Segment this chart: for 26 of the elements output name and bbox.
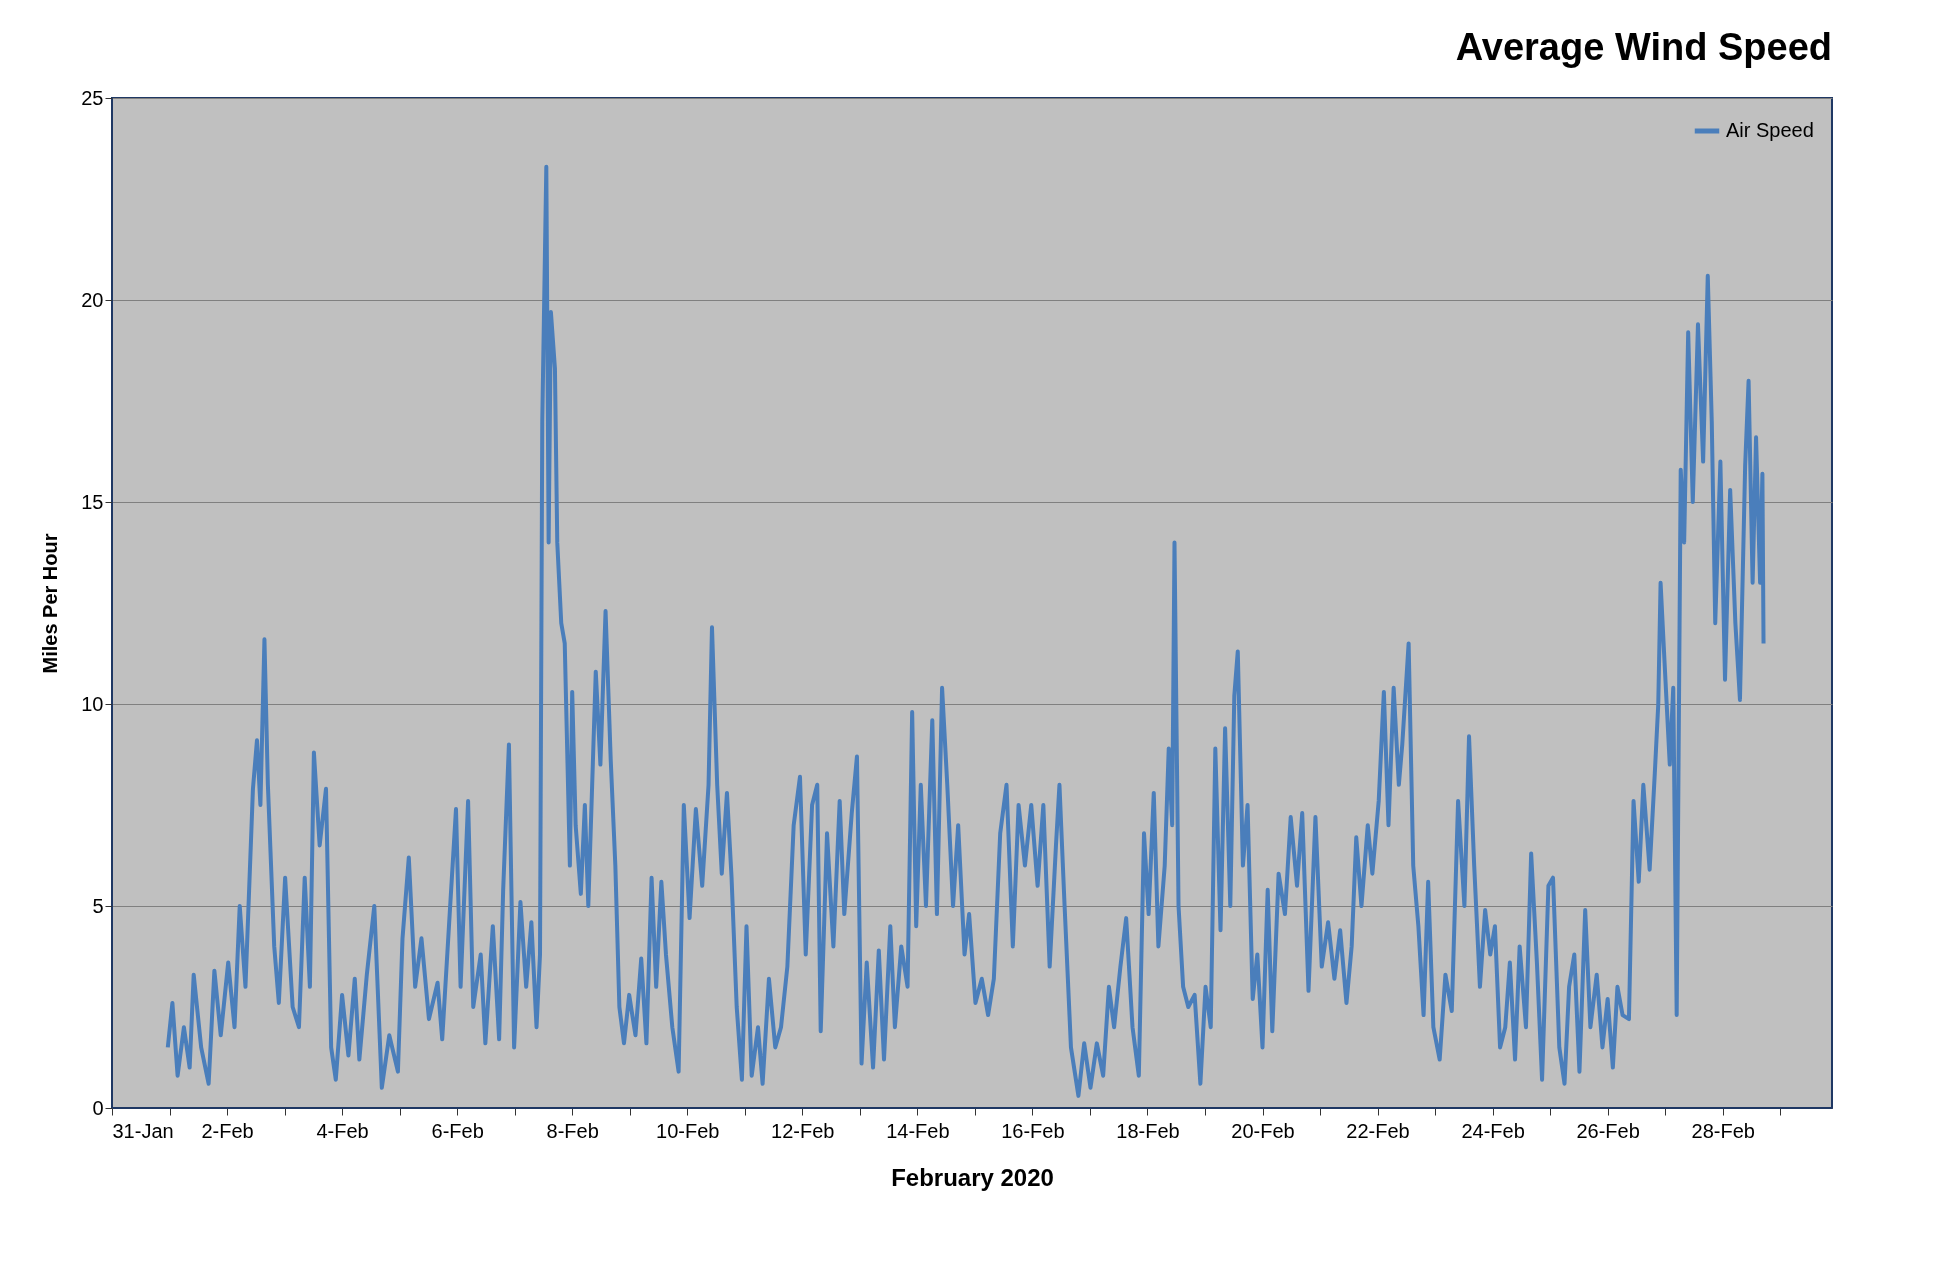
x-tick-label: 6-Feb: [431, 1119, 484, 1142]
x-tick-label: 24-Feb: [1461, 1119, 1525, 1142]
legend-label: Air Speed: [1726, 119, 1814, 141]
x-tick-label: 16-Feb: [1001, 1119, 1065, 1142]
y-tick-label: 10: [81, 692, 104, 715]
x-tick-label: 14-Feb: [886, 1119, 950, 1142]
x-axis-title: February 2020: [891, 1163, 1054, 1191]
line-series: [165, 164, 1766, 1098]
x-tick-label: 26-Feb: [1576, 1119, 1640, 1142]
x-tick-label: 12-Feb: [771, 1119, 835, 1142]
y-tick-label: 15: [81, 490, 104, 513]
x-tick-label: 4-Feb: [316, 1119, 369, 1142]
x-tick-label: 20-Feb: [1231, 1119, 1295, 1142]
chart-title: Average Wind Speed: [1455, 26, 1832, 68]
y-tick-label: 20: [81, 288, 104, 311]
x-tick-label: 2-Feb: [201, 1119, 254, 1142]
x-tick-label: 28-Feb: [1691, 1119, 1755, 1142]
y-tick-label: 25: [81, 86, 104, 109]
y-axis-title: Miles Per Hour: [39, 533, 62, 674]
y-tick-label: 5: [92, 894, 104, 917]
x-tick-label: 10-Feb: [656, 1119, 720, 1142]
x-tick-label: 31-Jan: [112, 1119, 174, 1142]
x-tick-label: 22-Feb: [1346, 1119, 1410, 1142]
y-tick-label: 0: [92, 1096, 104, 1119]
x-tick-label: 8-Feb: [546, 1119, 599, 1142]
x-tick-label: 18-Feb: [1116, 1119, 1180, 1142]
